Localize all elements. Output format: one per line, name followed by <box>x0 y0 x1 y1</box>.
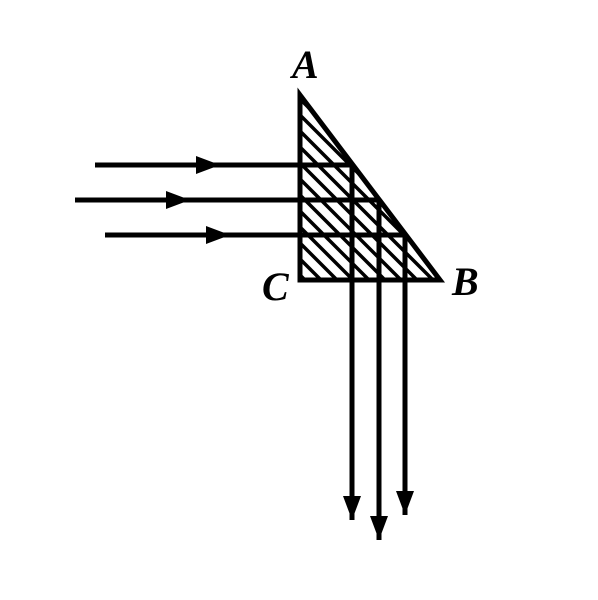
vertex-label-b: B <box>451 259 479 304</box>
light-rays <box>75 165 405 540</box>
prism-reflection-diagram: A B C <box>0 0 598 600</box>
prism-outline <box>300 95 440 280</box>
vertex-label-c: C <box>262 264 290 309</box>
vertex-label-a: A <box>289 42 319 87</box>
